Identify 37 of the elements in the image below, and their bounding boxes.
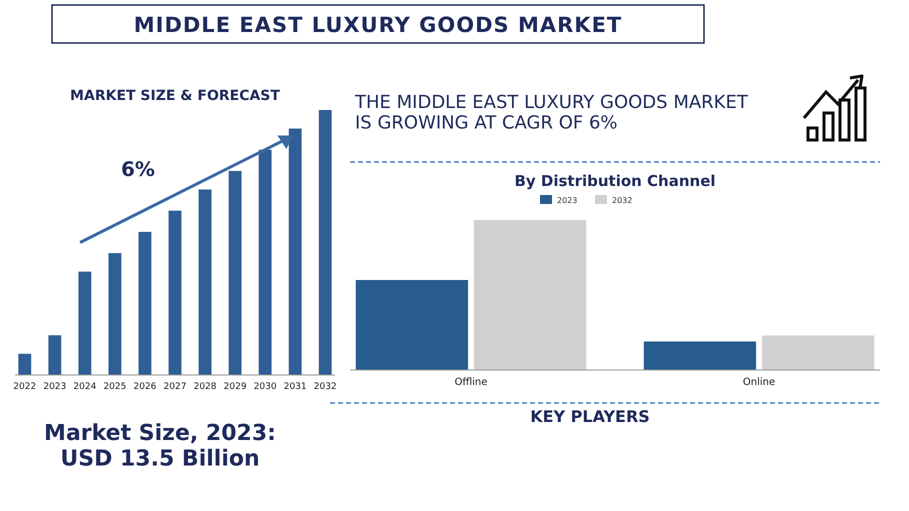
- x-tick-label: 2028: [194, 382, 217, 392]
- bar: [48, 335, 62, 375]
- x-tick-label: 2027: [164, 382, 186, 392]
- bar: [18, 354, 32, 375]
- chart-title: By Distribution Channel: [514, 172, 716, 190]
- bar: [762, 336, 874, 370]
- x-tick-label: 2029: [224, 382, 247, 392]
- x-tick-label: 2022: [13, 382, 36, 392]
- bar: [198, 190, 212, 375]
- x-tick-label: 2024: [73, 382, 97, 392]
- x-tick-label: 2025: [103, 382, 126, 392]
- bar: [356, 280, 468, 370]
- legend-label: 2023: [557, 196, 578, 205]
- bar: [288, 128, 302, 375]
- x-tick-label: 2032: [314, 382, 337, 392]
- bar: [168, 210, 182, 375]
- text: Market Size, 2023: USD 13.5 Billion: [44, 421, 276, 472]
- x-tick-label: 2023: [43, 382, 66, 392]
- x-tick-label: Online: [742, 377, 776, 388]
- bar: [78, 272, 92, 375]
- x-tick-label: 2031: [284, 382, 307, 392]
- x-tick-label: 2026: [134, 382, 157, 392]
- bar: [474, 220, 586, 370]
- text: MIDDLE EAST LUXURY GOODS MARKET: [134, 13, 622, 37]
- legend-label: 2032: [612, 196, 632, 205]
- bar: [318, 110, 332, 375]
- chart-title: MARKET SIZE & FORECAST: [70, 88, 280, 104]
- x-tick-label: 2030: [254, 382, 277, 392]
- annotation: 6%: [121, 157, 155, 181]
- text: KEY PLAYERS: [530, 407, 650, 426]
- text: THE MIDDLE EAST LUXURY GOODS MARKET IS GROWING AT CAGR OF 6%: [354, 92, 749, 134]
- bar: [108, 253, 122, 375]
- bar: [228, 170, 242, 375]
- bar: [644, 342, 756, 370]
- bar: [258, 150, 272, 375]
- bar: [138, 232, 152, 375]
- x-tick-label: Offline: [454, 377, 488, 388]
